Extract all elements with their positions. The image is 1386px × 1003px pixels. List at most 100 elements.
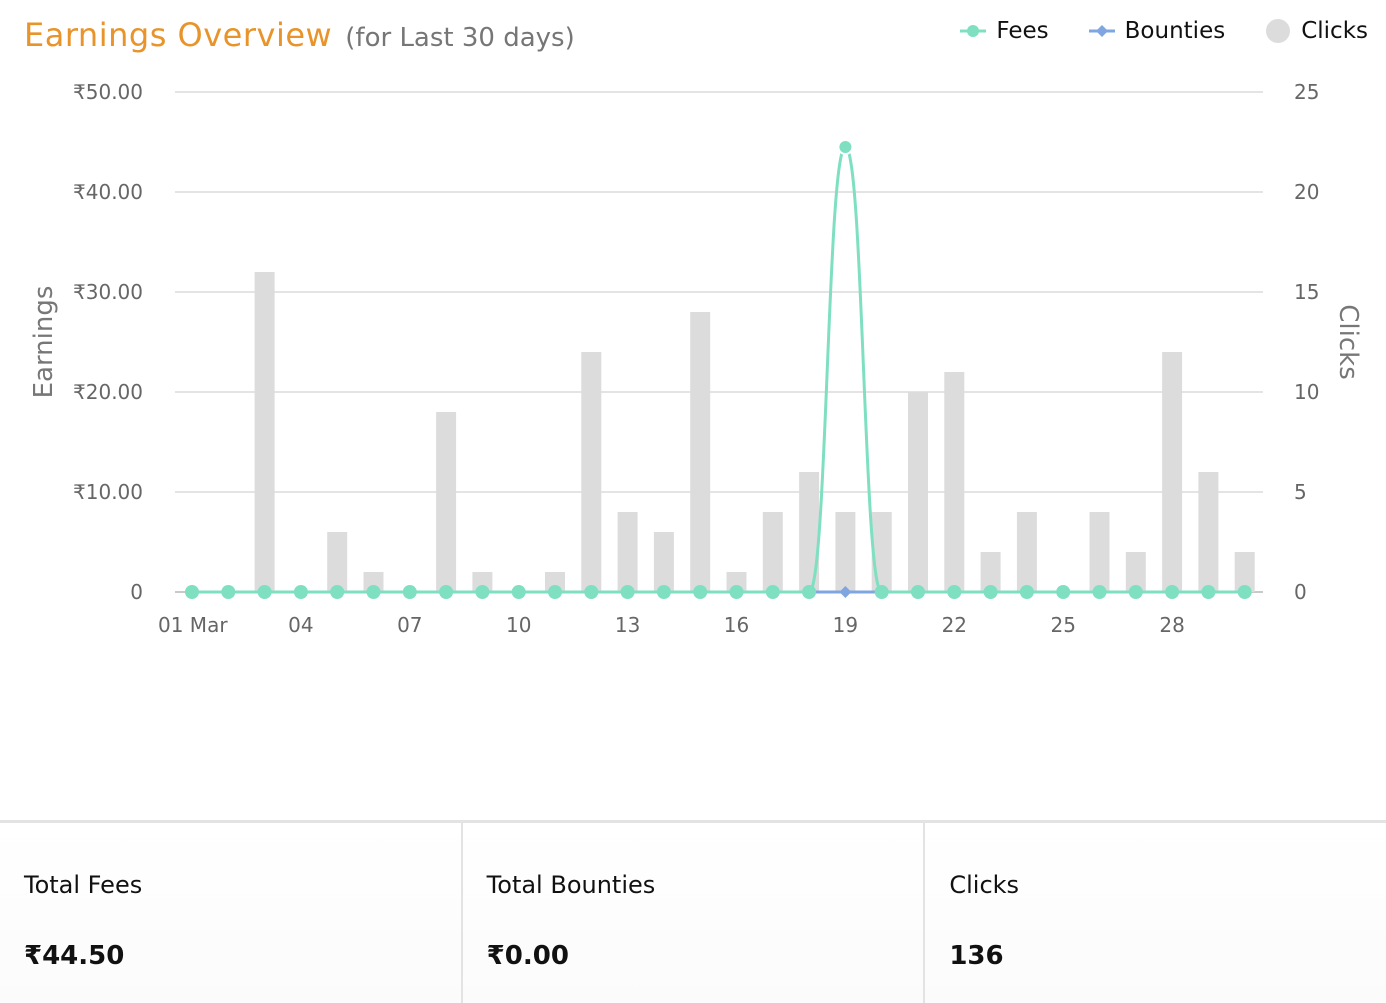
- fees-point: [293, 585, 308, 599]
- fees-point: [656, 585, 671, 599]
- x-tick-label: 28: [1159, 613, 1184, 637]
- total-fees-card: Total Fees ₹44.50: [0, 823, 463, 1003]
- fees-point: [1201, 585, 1216, 599]
- clicks-label: Clicks: [949, 871, 1020, 899]
- x-tick-label: 13: [615, 613, 640, 637]
- chart-title: Earnings Overview: [24, 16, 333, 54]
- fees-point: [802, 585, 817, 599]
- clicks-legend-marker-icon: [1266, 19, 1291, 43]
- clicks-bar: [472, 572, 493, 592]
- total-fees-value: ₹44.50: [24, 941, 125, 971]
- fees-point: [1019, 585, 1034, 599]
- fees-point: [1128, 585, 1143, 599]
- y-right-tick-label: 5: [1294, 480, 1307, 504]
- clicks-bar: [690, 312, 711, 592]
- clicks-bar: [1234, 552, 1255, 592]
- y-right-tick-label: 0: [1294, 580, 1307, 604]
- fees-point: [584, 585, 599, 599]
- fees-point: [221, 585, 236, 599]
- fees-point: [439, 585, 454, 599]
- y-left-axis-title: Earnings: [29, 286, 59, 399]
- clicks-bar: [581, 352, 602, 592]
- fees-point: [620, 585, 635, 599]
- fees-point: [1056, 585, 1071, 599]
- x-tick-label: 10: [506, 613, 531, 637]
- clicks-bar: [1162, 352, 1183, 592]
- fees-point: [475, 585, 490, 599]
- total-bounties-card: Total Bounties ₹0.00: [463, 823, 926, 1003]
- y-left-tick-label: ₹30.00: [73, 280, 143, 304]
- fees-point: [257, 585, 272, 599]
- fees-point: [366, 585, 381, 599]
- clicks-bar: [545, 572, 565, 592]
- y-left-tick-label: ₹10.00: [73, 480, 143, 504]
- total-bounties-label: Total Bounties: [486, 871, 656, 899]
- fees-legend-marker-icon: [960, 25, 987, 37]
- clicks-bar: [254, 272, 275, 592]
- fees-point: [729, 585, 744, 599]
- fees-point: [548, 585, 562, 599]
- x-tick-label: 01 Mar: [158, 613, 228, 637]
- bounties-point: [839, 586, 852, 598]
- fees-point: [330, 585, 345, 599]
- fees-point: [911, 585, 925, 599]
- clicks-bar: [762, 512, 783, 592]
- legend-item-clicks[interactable]: Clicks: [1265, 18, 1368, 44]
- fees-point: [693, 585, 708, 599]
- clicks-bar: [363, 572, 384, 592]
- clicks-bar: [1089, 512, 1110, 592]
- clicks-bar: [944, 372, 965, 592]
- y-right-tick-label: 20: [1294, 180, 1319, 204]
- clicks-bar: [1125, 552, 1146, 592]
- y-right-axis-title: Clicks: [1333, 304, 1363, 380]
- fees-point: [765, 585, 780, 599]
- clicks-bar: [1198, 472, 1219, 592]
- chart-subtitle: (for Last 30 days): [345, 23, 575, 53]
- bounties-legend-marker-icon: [1088, 25, 1115, 37]
- clicks-bar: [835, 512, 856, 592]
- fees-point: [1092, 585, 1107, 599]
- y-left-tick-label: 0: [130, 580, 143, 604]
- fees-point: [511, 585, 526, 599]
- clicks-bar: [980, 552, 1001, 592]
- summary-panel: Total Fees ₹44.50 Total Bounties ₹0.00 C…: [0, 820, 1386, 1003]
- y-right-tick-label: 15: [1294, 280, 1319, 304]
- clicks-bar: [653, 532, 674, 592]
- y-left-tick-label: ₹40.00: [73, 180, 143, 204]
- legend-label-bounties: Bounties: [1124, 18, 1226, 44]
- clicks-bar: [799, 472, 820, 592]
- y-left-tick-label: ₹50.00: [73, 80, 143, 104]
- x-tick-label: 25: [1050, 613, 1075, 637]
- total-fees-label: Total Fees: [24, 871, 143, 899]
- chart-header: Earnings Overview (for Last 30 days): [24, 16, 575, 54]
- earnings-chart: 0 ₹10.00 ₹20.00 ₹30.00 ₹40.00 ₹50.00 0 5 10 15 20 2…: [29, 80, 1363, 637]
- legend-item-bounties[interactable]: Bounties: [1088, 18, 1226, 44]
- fees-line: [192, 145, 1245, 594]
- clicks-value: 136: [949, 941, 1004, 971]
- y-right-tick-label: 10: [1294, 380, 1319, 404]
- y-right-tick-label: 25: [1294, 80, 1319, 104]
- x-tick-label: 22: [942, 613, 967, 637]
- fees-point: [185, 585, 199, 599]
- fees-point: [837, 139, 854, 155]
- clicks-bar: [908, 392, 928, 592]
- fees-point: [1165, 585, 1180, 599]
- x-tick-label: 07: [397, 613, 422, 637]
- fees-point: [947, 585, 962, 599]
- legend-label-clicks: Clicks: [1301, 18, 1368, 44]
- chart-legend: Fees Bounties Clicks: [960, 18, 1368, 44]
- x-tick-label: 04: [288, 613, 313, 637]
- clicks-bar: [726, 572, 747, 592]
- total-bounties-value: ₹0.00: [486, 941, 569, 971]
- legend-item-fees[interactable]: Fees: [960, 18, 1049, 44]
- fees-point: [874, 585, 889, 599]
- clicks-card: Clicks 136: [925, 823, 1386, 1003]
- y-left-tick-label: ₹20.00: [73, 380, 143, 404]
- clicks-bar: [436, 412, 457, 592]
- clicks-bar: [327, 532, 348, 592]
- clicks-bar: [1016, 512, 1037, 592]
- x-tick-label: 16: [724, 613, 749, 637]
- x-tick-label: 19: [833, 613, 858, 637]
- clicks-bar: [617, 512, 638, 592]
- fees-point: [402, 585, 417, 599]
